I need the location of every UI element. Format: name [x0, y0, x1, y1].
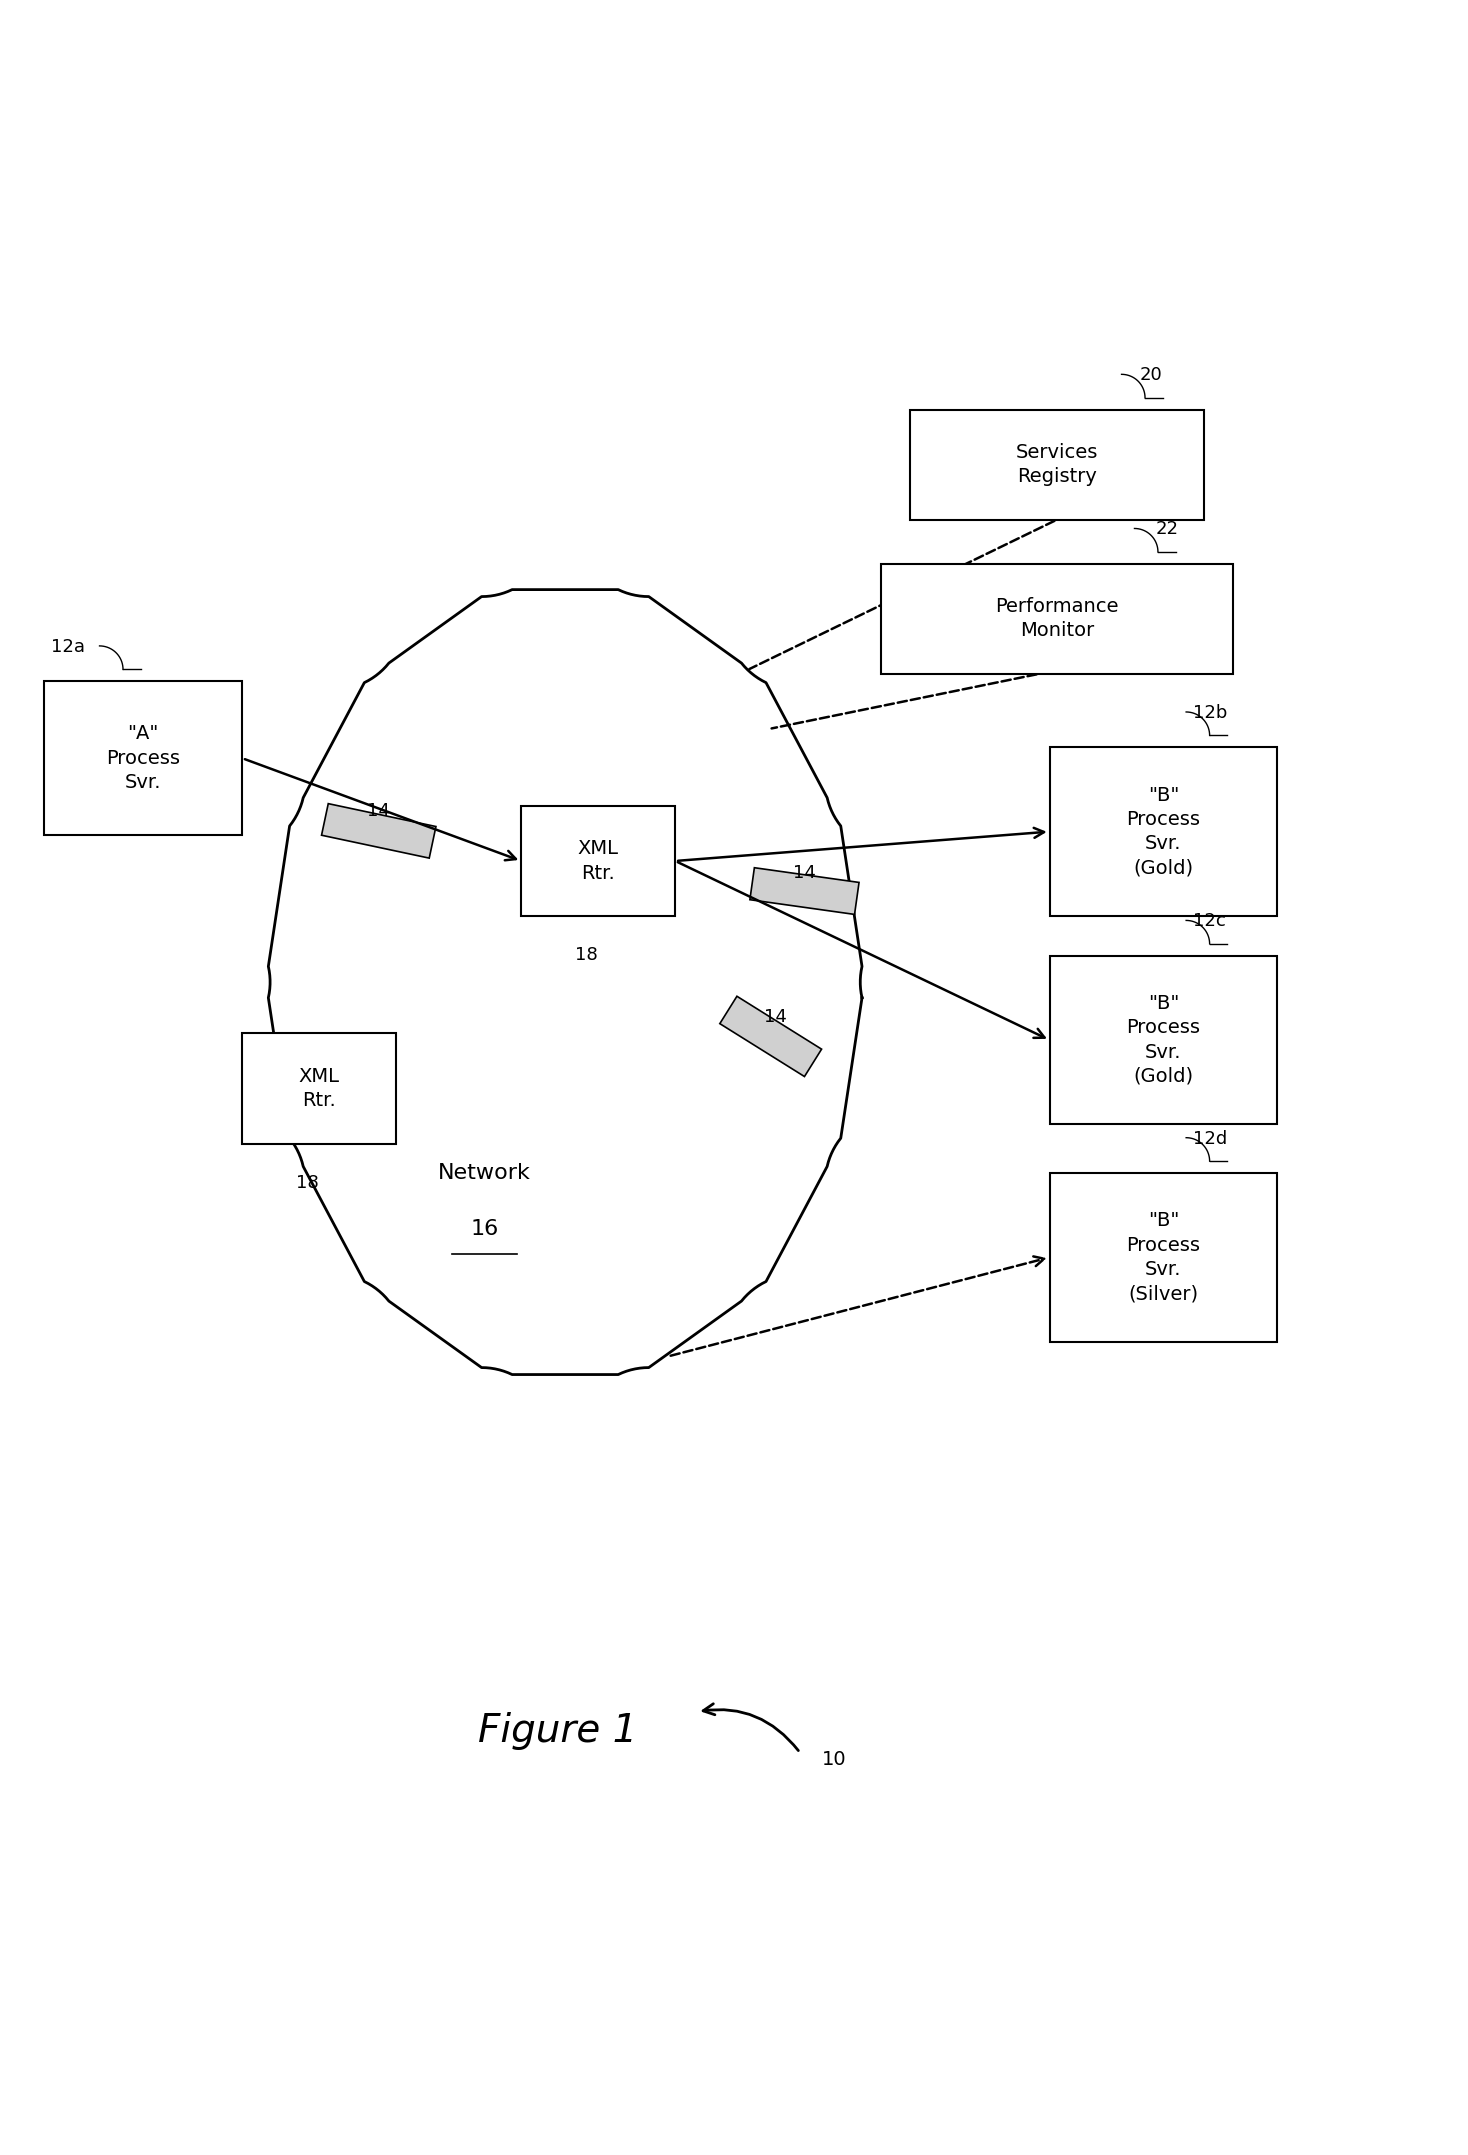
- Polygon shape: [321, 804, 436, 858]
- Text: 22: 22: [1155, 519, 1179, 539]
- FancyBboxPatch shape: [1050, 1172, 1277, 1343]
- Text: 14: 14: [763, 1009, 787, 1026]
- Text: XML
Rtr.: XML Rtr.: [299, 1067, 339, 1110]
- FancyBboxPatch shape: [44, 681, 242, 836]
- Polygon shape: [719, 996, 822, 1078]
- Text: 16: 16: [470, 1220, 499, 1239]
- Polygon shape: [750, 868, 859, 914]
- FancyBboxPatch shape: [1050, 955, 1277, 1125]
- Text: Performance
Monitor: Performance Monitor: [995, 597, 1119, 640]
- Polygon shape: [269, 590, 862, 1375]
- Text: "B"
Process
Svr.
(Gold): "B" Process Svr. (Gold): [1126, 993, 1201, 1086]
- Text: 14: 14: [793, 864, 816, 881]
- Text: 18: 18: [297, 1174, 319, 1192]
- Text: 12d: 12d: [1193, 1129, 1227, 1149]
- Text: 14: 14: [367, 802, 390, 821]
- FancyBboxPatch shape: [242, 1034, 396, 1144]
- Text: 12b: 12b: [1193, 705, 1227, 722]
- FancyBboxPatch shape: [521, 806, 675, 916]
- Text: Figure 1: Figure 1: [479, 1711, 637, 1750]
- Text: "A"
Process
Svr.: "A" Process Svr.: [106, 724, 181, 791]
- Text: XML
Rtr.: XML Rtr.: [578, 838, 618, 884]
- Text: 12a: 12a: [51, 638, 85, 655]
- Text: 20: 20: [1139, 366, 1161, 384]
- Text: 10: 10: [822, 1750, 847, 1769]
- Text: Services
Registry: Services Registry: [1016, 444, 1098, 487]
- Text: Network: Network: [437, 1164, 531, 1183]
- FancyBboxPatch shape: [1050, 748, 1277, 916]
- Text: 18: 18: [575, 946, 597, 963]
- Text: "B"
Process
Svr.
(Silver): "B" Process Svr. (Silver): [1126, 1211, 1201, 1304]
- FancyBboxPatch shape: [910, 409, 1204, 519]
- Text: 12c: 12c: [1193, 912, 1226, 931]
- Text: "B"
Process
Svr.
(Gold): "B" Process Svr. (Gold): [1126, 787, 1201, 877]
- FancyBboxPatch shape: [881, 565, 1233, 675]
